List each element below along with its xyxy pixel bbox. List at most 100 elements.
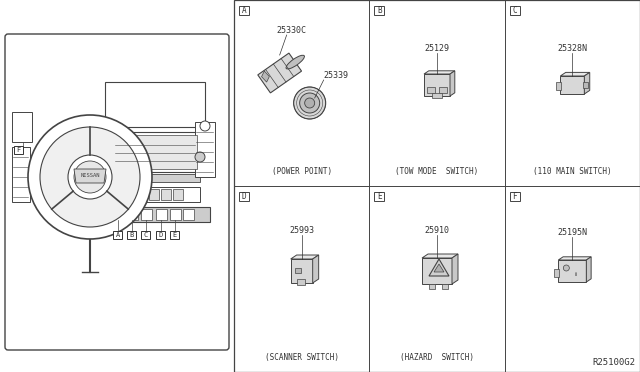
Bar <box>170 231 179 239</box>
Bar <box>234 0 640 372</box>
Bar <box>556 82 561 90</box>
Text: B: B <box>129 232 134 238</box>
Text: 25195N: 25195N <box>557 228 588 237</box>
Bar <box>554 269 559 277</box>
Polygon shape <box>558 257 591 260</box>
Text: D: D <box>158 232 163 238</box>
Text: (POWER POINT): (POWER POINT) <box>271 167 332 176</box>
Bar <box>239 6 249 15</box>
Text: (TOW MODE  SWITCH): (TOW MODE SWITCH) <box>396 167 479 176</box>
Bar <box>374 6 385 15</box>
Text: 25328N: 25328N <box>557 44 588 53</box>
Text: F: F <box>17 147 20 153</box>
Bar <box>12 112 32 142</box>
Polygon shape <box>558 260 586 282</box>
Bar <box>170 209 181 220</box>
Circle shape <box>28 115 152 239</box>
Bar <box>0 0 234 372</box>
Polygon shape <box>74 169 106 183</box>
Polygon shape <box>450 71 455 96</box>
Text: A: A <box>242 6 246 15</box>
Text: R25100G2: R25100G2 <box>592 358 635 367</box>
Bar <box>14 146 23 154</box>
FancyBboxPatch shape <box>5 34 229 350</box>
Circle shape <box>68 155 112 199</box>
Bar <box>110 187 200 202</box>
Text: B: B <box>377 6 381 15</box>
Bar <box>141 209 152 220</box>
Bar <box>113 189 123 200</box>
Bar <box>297 279 305 285</box>
Bar <box>113 209 124 220</box>
Polygon shape <box>258 53 301 93</box>
Bar <box>173 189 183 200</box>
Bar <box>113 231 122 239</box>
Bar <box>137 189 147 200</box>
Bar <box>374 192 385 201</box>
Bar <box>509 192 520 201</box>
Text: NISSAN: NISSAN <box>80 173 100 177</box>
Polygon shape <box>561 73 589 76</box>
Bar <box>427 87 435 93</box>
Text: E: E <box>377 192 381 201</box>
Bar <box>127 231 136 239</box>
Bar <box>156 231 165 239</box>
Text: A: A <box>115 232 120 238</box>
Bar <box>294 268 301 273</box>
Bar <box>429 284 435 289</box>
Text: ii: ii <box>575 272 578 276</box>
Circle shape <box>300 93 319 113</box>
Text: C: C <box>143 232 148 238</box>
Polygon shape <box>452 254 458 284</box>
Polygon shape <box>429 259 449 276</box>
Text: (HAZARD  SWITCH): (HAZARD SWITCH) <box>400 353 474 362</box>
Bar <box>105 82 205 127</box>
Polygon shape <box>422 258 452 284</box>
Bar <box>442 284 448 289</box>
Bar <box>183 209 194 220</box>
Polygon shape <box>586 257 591 282</box>
Text: (110 MAIN SWITCH): (110 MAIN SWITCH) <box>533 167 612 176</box>
Ellipse shape <box>286 55 305 69</box>
Polygon shape <box>434 264 444 272</box>
Bar <box>432 93 442 98</box>
Bar <box>149 189 159 200</box>
Text: E: E <box>172 232 177 238</box>
Polygon shape <box>561 76 584 94</box>
Bar <box>234 0 640 372</box>
Circle shape <box>74 161 106 193</box>
Bar <box>156 209 167 220</box>
Circle shape <box>200 121 210 131</box>
Text: 25910: 25910 <box>424 226 449 235</box>
Text: 25339: 25339 <box>324 71 349 80</box>
Circle shape <box>563 265 570 271</box>
Circle shape <box>40 127 140 227</box>
Bar <box>439 87 447 93</box>
Polygon shape <box>291 259 313 283</box>
Text: D: D <box>242 192 246 201</box>
Polygon shape <box>424 74 450 96</box>
Bar <box>12 147 30 202</box>
Circle shape <box>294 87 326 119</box>
Text: 25129: 25129 <box>424 44 449 53</box>
Bar <box>110 207 210 222</box>
Bar <box>125 189 135 200</box>
Polygon shape <box>422 254 458 258</box>
Bar <box>110 132 200 172</box>
Bar <box>195 122 215 177</box>
Bar <box>583 82 588 88</box>
Circle shape <box>305 98 315 108</box>
Bar <box>127 209 138 220</box>
Bar <box>141 231 150 239</box>
Text: F: F <box>513 192 517 201</box>
Polygon shape <box>584 73 589 94</box>
Polygon shape <box>424 71 455 74</box>
Text: (SCANNER SWITCH): (SCANNER SWITCH) <box>265 353 339 362</box>
Bar <box>239 192 249 201</box>
Bar <box>110 174 200 182</box>
Text: 25993: 25993 <box>289 226 314 235</box>
Bar <box>509 6 520 15</box>
Polygon shape <box>262 71 269 82</box>
Polygon shape <box>291 255 319 259</box>
Circle shape <box>195 152 205 162</box>
